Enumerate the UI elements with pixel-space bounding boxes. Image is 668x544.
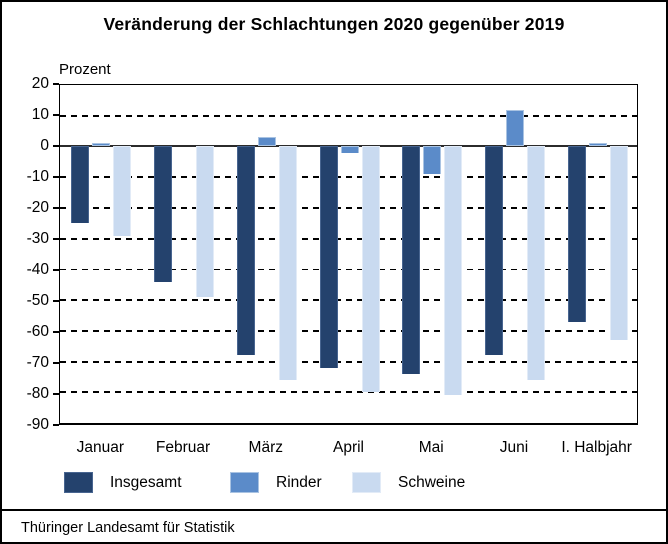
y-axis-tick-label: -60: [26, 323, 49, 340]
legend-label: Rinder: [276, 473, 322, 491]
gridline: [60, 299, 637, 302]
y-axis-tick: [53, 176, 59, 178]
bar-insgesamt-ihalbjahr: [567, 146, 586, 322]
bar-insgesamt-april: [319, 146, 338, 368]
legend-swatch: [64, 472, 93, 493]
gridline: [60, 176, 637, 179]
bar-rinder-mai: [423, 146, 442, 175]
x-axis-tick-label: I. Halbjahr: [561, 439, 632, 456]
y-axis-tick: [53, 238, 59, 240]
bar-schweine-mai: [444, 146, 463, 396]
legend-swatch: [352, 472, 381, 493]
bar-schweine-ihalbjahr: [609, 146, 628, 341]
y-axis-tick-label: -80: [26, 385, 49, 402]
gridline: [60, 360, 637, 363]
y-axis-tick-label: -30: [26, 230, 49, 247]
legend-item-insgesamt: Insgesamt: [64, 472, 182, 493]
bar-insgesamt-januar: [71, 146, 90, 224]
y-axis-tick-label: -20: [26, 199, 49, 216]
bar-rinder-januar: [92, 143, 111, 147]
source-caption: Thüringer Landesamt für Statistik: [21, 520, 235, 536]
x-axis-tick-label: Mai: [418, 439, 444, 456]
gridline: [60, 329, 637, 332]
zero-line: [60, 145, 637, 147]
bar-schweine-mrz: [278, 146, 297, 380]
bar-schweine-juni: [526, 146, 545, 380]
legend-item-rinder: Rinder: [230, 472, 322, 493]
chart-title: Veränderung der Schlachtungen 2020 gegen…: [103, 14, 565, 34]
y-axis-tick: [53, 207, 59, 209]
bar-schweine-februar: [196, 146, 215, 298]
gridline: [60, 206, 637, 209]
y-axis-tick-label: -90: [26, 416, 49, 433]
bar-insgesamt-mrz: [236, 146, 255, 356]
y-axis-tick: [53, 114, 59, 116]
bar-schweine-januar: [113, 146, 132, 236]
y-axis-tick: [53, 145, 59, 147]
legend-item-schweine: Schweine: [352, 472, 465, 493]
y-axis-tick: [53, 269, 59, 271]
legend-label: Insgesamt: [110, 473, 182, 491]
y-axis-tick-label: 20: [31, 75, 49, 92]
bar-insgesamt-mai: [402, 146, 421, 374]
bar-rinder-juni: [505, 109, 524, 147]
y-axis-title: Prozent: [59, 61, 111, 78]
bar-rinder-mrz: [257, 137, 276, 147]
bar-insgesamt-juni: [484, 146, 503, 356]
x-axis-tick-label: Juni: [499, 439, 529, 456]
bar-rinder-ihalbjahr: [588, 143, 607, 147]
bar-rinder-april: [340, 146, 359, 153]
y-axis-tick-label: 10: [31, 106, 49, 123]
gridline: [60, 237, 637, 240]
legend-label: Schweine: [398, 473, 466, 491]
y-axis-tick-label: -10: [26, 168, 49, 185]
gridline: [60, 391, 637, 394]
y-axis-tick-label: -70: [26, 354, 49, 371]
bar-schweine-april: [361, 146, 380, 393]
plot-area: [59, 84, 638, 425]
y-axis-tick: [53, 393, 59, 395]
bar-insgesamt-februar: [154, 146, 173, 282]
x-axis-tick-label: März: [248, 439, 283, 456]
y-axis-tick-label: -50: [26, 292, 49, 309]
y-axis-tick-label: -40: [26, 261, 49, 278]
y-axis-tick: [53, 362, 59, 364]
y-axis-tick: [53, 331, 59, 333]
x-axis-tick-label: Februar: [155, 439, 211, 456]
y-axis-tick: [53, 83, 59, 85]
gridline: [60, 114, 637, 117]
x-axis-tick-label: Januar: [76, 439, 125, 456]
x-axis-tick-label: April: [332, 439, 364, 456]
y-axis-tick: [53, 424, 59, 426]
footer-divider: [2, 509, 666, 511]
y-axis-tick-label: 0: [40, 137, 49, 154]
y-axis-tick: [53, 300, 59, 302]
legend-swatch: [230, 472, 259, 493]
gridline: [60, 268, 637, 271]
